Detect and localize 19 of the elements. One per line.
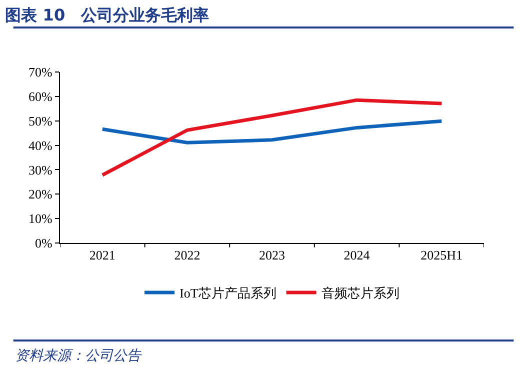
y-tick-label: 50% (28, 113, 53, 128)
y-tick-label: 30% (28, 162, 53, 178)
y-tick-label: 10% (28, 211, 53, 226)
chart-title: 图表 10 公司分业务毛利率 (5, 6, 210, 25)
y-tick-label: 40% (28, 138, 53, 153)
text: 资料来源：公司公告 (15, 348, 142, 364)
x-tick-label: 2024 (344, 248, 370, 263)
x-tick-label: 2025H1 (420, 248, 463, 263)
legend-label: 音频芯片系列 (321, 286, 400, 301)
legend-label: IoT芯片产品系列 (180, 286, 276, 301)
x-tick-label: 2023 (259, 248, 285, 263)
x-tick-label: 2021 (89, 248, 116, 263)
y-tick-label: 20% (28, 186, 53, 202)
line-series (100, 119, 444, 144)
y-tick-label: 70% (28, 64, 53, 80)
x-tick-label: 2022 (174, 248, 200, 263)
y-tick-label: 60% (28, 88, 53, 104)
y-tick-label: 0% (35, 236, 53, 251)
line-series (100, 98, 444, 177)
